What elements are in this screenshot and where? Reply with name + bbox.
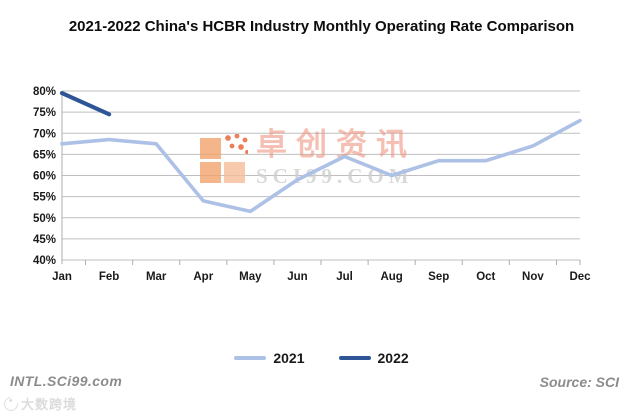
x-axis-label: Aug <box>380 271 402 283</box>
bottom-watermark-text: 大数跨境 <box>21 397 78 412</box>
legend-label-2021: 2021 <box>273 350 305 366</box>
bottom-watermark: 大数跨境 <box>1 393 78 414</box>
x-axis-label: Mar <box>146 271 167 283</box>
x-axis-label: Oct <box>476 271 495 283</box>
legend-swatch-2021 <box>234 356 267 360</box>
watermark-cn-text: 卓创资讯 <box>256 127 416 162</box>
y-axis-label: 60% <box>33 171 56 183</box>
legend-item-2021: 2021 <box>234 350 305 366</box>
footer-site-label: INTL.SCi99.com <box>10 373 123 389</box>
x-axis-label: Jun <box>287 271 307 283</box>
y-axis-label: 65% <box>33 149 56 161</box>
bottom-watermark-icon <box>1 393 21 414</box>
chart-grid-layer: 80% 75% 70% 65% 60% 55% 50% 45% 40% Jan Feb Mar Apr M… <box>33 86 591 283</box>
center-watermark: 卓创资讯 SCI99.COM <box>198 128 416 188</box>
y-axis-label: 75% <box>33 107 56 119</box>
y-axis-label: 40% <box>33 255 56 267</box>
y-axis-label: 80% <box>33 86 56 98</box>
watermark-domain-text: SCI99.COM <box>256 164 414 188</box>
y-axis-label: 50% <box>33 213 56 225</box>
footer-source-label: Source: SCI <box>539 374 619 390</box>
logo-dots <box>224 134 248 158</box>
y-axis-label: 45% <box>33 234 56 246</box>
x-axis-label: Nov <box>522 271 544 283</box>
x-axis-label: Jan <box>52 271 72 283</box>
series-line-2021 <box>60 118 582 214</box>
logo-square <box>224 162 245 183</box>
x-axis-label: Feb <box>99 271 119 283</box>
legend-label-2022: 2022 <box>377 350 409 366</box>
legend-swatch-2022 <box>338 356 371 360</box>
x-axis-label: Sep <box>428 271 449 283</box>
chart-plot-area: 80% 75% 70% 65% 60% 55% 50% 45% 40% Jan Feb Mar Apr M… <box>0 78 643 303</box>
y-axis-label: 70% <box>33 128 56 140</box>
logo-square <box>200 138 221 159</box>
watermark-text-block: 卓创资讯 SCI99.COM <box>256 127 416 189</box>
legend-item-2022: 2022 <box>338 350 409 366</box>
x-axis-label: Jul <box>336 271 353 283</box>
x-axis-label: Apr <box>193 271 213 283</box>
sci-squares-logo-icon <box>198 132 248 188</box>
chart-title: 2021-2022 China's HCBR Industry Monthly … <box>68 18 575 35</box>
chart-series-layer <box>59 91 582 214</box>
logo-square <box>200 162 221 183</box>
series-line-2022 <box>59 91 112 117</box>
chart-legend: 2021 2022 <box>0 350 643 366</box>
y-axis-label: 55% <box>33 192 56 204</box>
x-axis-label: Dec <box>569 271 591 283</box>
x-axis-label: May <box>239 271 262 283</box>
